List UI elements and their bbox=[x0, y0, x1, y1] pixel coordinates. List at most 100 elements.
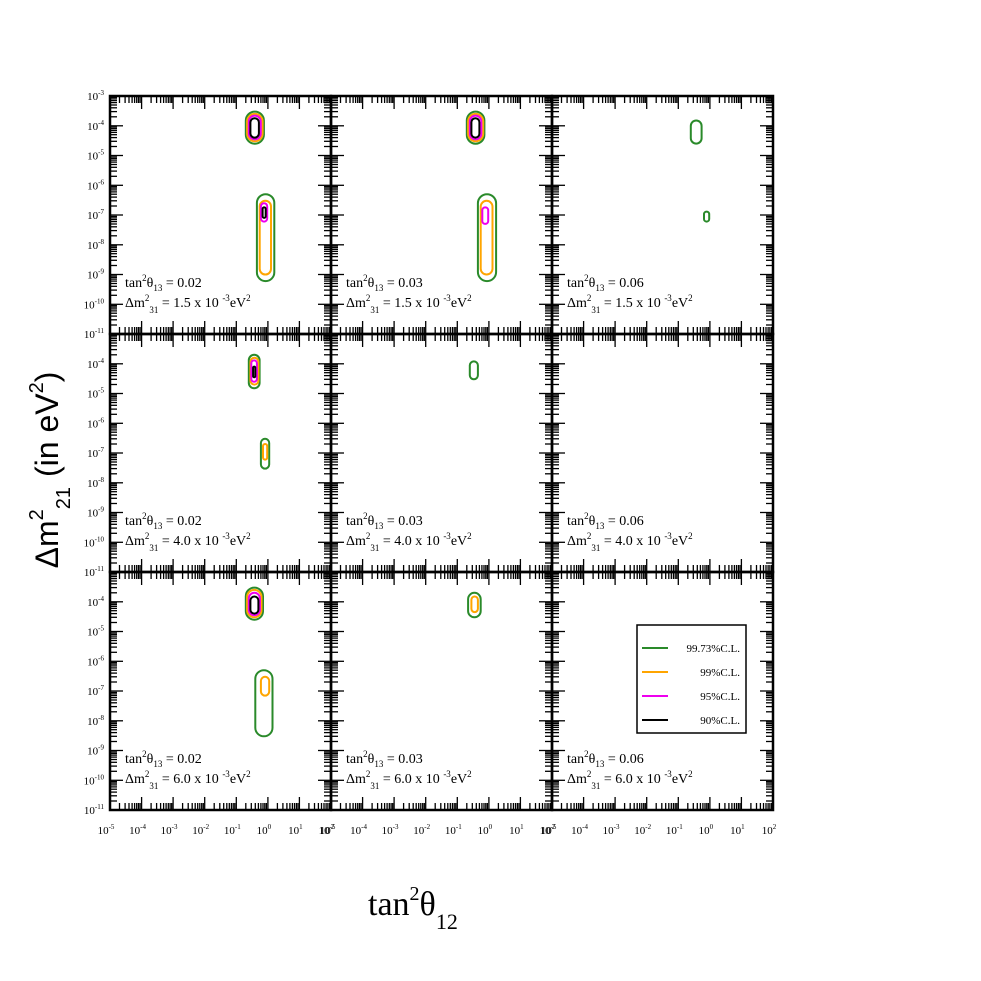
ann-t13-value: = 0.03 bbox=[383, 276, 422, 291]
ann-sup: 2 bbox=[584, 273, 589, 283]
ann-t13-value: = 0.06 bbox=[604, 752, 643, 767]
contour-7-1 bbox=[470, 595, 479, 614]
y-tick-label: 10-9 bbox=[87, 506, 104, 520]
y-tick-label: 10-5 bbox=[87, 149, 104, 163]
panel-annotation-t13: tan2θ13 = 0.06 bbox=[567, 511, 644, 531]
panel-annotation-dm31: Δm231 = 1.5 x 10 -3eV2 bbox=[346, 293, 472, 315]
y-tick-exponent: -11 bbox=[95, 565, 105, 573]
x-tick-exponent: -1 bbox=[235, 823, 241, 831]
ann-dm: Δm bbox=[346, 296, 366, 311]
x-tick-mantissa: 10 bbox=[320, 825, 332, 837]
ann-tan: tan bbox=[346, 276, 363, 291]
y-tick-label: 10-11 bbox=[84, 803, 105, 817]
x-tick-mantissa: 10 bbox=[445, 825, 457, 837]
x-tick-exponent: 1 bbox=[299, 823, 303, 831]
x-tick-label: 101 bbox=[509, 823, 524, 837]
panel-annotation-dm31: Δm231 = 4.0 x 10 -3eV2 bbox=[567, 531, 693, 553]
y-tick-exponent: -6 bbox=[98, 416, 104, 424]
ann-ev: eV bbox=[451, 534, 467, 549]
y-tick-exponent: -5 bbox=[98, 625, 104, 633]
ann-t13-value: = 0.03 bbox=[383, 514, 422, 529]
x-tick-mantissa: 10 bbox=[382, 825, 394, 837]
contour-6-4 bbox=[254, 669, 274, 738]
y-tick-label: 10-3 bbox=[87, 89, 104, 103]
x-tick-mantissa: 10 bbox=[509, 825, 521, 837]
ann-dm: Δm bbox=[567, 772, 587, 787]
ann-dm31-exp: -3 bbox=[664, 293, 672, 303]
x-tick-exponent: 1 bbox=[520, 823, 524, 831]
ann-tan: tan bbox=[346, 752, 363, 767]
contour-3-3 bbox=[252, 365, 257, 379]
ann-tan: tan bbox=[567, 276, 584, 291]
ann-dm31-exp: -3 bbox=[222, 769, 230, 779]
panel-annotation-dm31: Δm231 = 4.0 x 10 -3eV2 bbox=[346, 531, 472, 553]
y-tick-mantissa: 10 bbox=[87, 240, 99, 252]
ann-sub: 13 bbox=[153, 759, 163, 769]
y-axis-label-close: ) bbox=[29, 372, 65, 383]
ann-ev: eV bbox=[672, 772, 688, 787]
x-tick-mantissa: 10 bbox=[603, 825, 615, 837]
x-axis-label-sub: 12 bbox=[436, 909, 458, 934]
legend-label-2: 95%C.L. bbox=[700, 691, 740, 703]
ann-sub: 31 bbox=[370, 543, 379, 553]
ann-sub: 31 bbox=[149, 781, 158, 791]
y-tick-exponent: -10 bbox=[95, 773, 105, 781]
x-tick-label: 100 bbox=[478, 823, 493, 837]
ann-dm31-exp: -3 bbox=[443, 293, 451, 303]
ann-sub: 31 bbox=[370, 305, 379, 315]
x-tick-mantissa: 10 bbox=[319, 825, 331, 837]
contour-3-0 bbox=[247, 353, 261, 390]
y-tick-label: 10-5 bbox=[87, 387, 104, 401]
y-tick-mantissa: 10 bbox=[87, 91, 99, 103]
ann-sub: 13 bbox=[153, 283, 163, 293]
y-tick-label: 10-10 bbox=[84, 297, 105, 311]
ann-theta: θ bbox=[589, 752, 596, 767]
y-tick-exponent: -5 bbox=[98, 387, 104, 395]
ann-ev: eV bbox=[230, 534, 246, 549]
contour-4-0 bbox=[468, 360, 479, 381]
contour-0-2 bbox=[247, 114, 262, 141]
x-tick-mantissa: 10 bbox=[699, 825, 711, 837]
legend: 99.73%C.L. 99%C.L. 95%C.L. 90%C.L. bbox=[636, 624, 747, 734]
y-tick-label: 10-9 bbox=[87, 268, 104, 282]
ann-sub: 13 bbox=[374, 521, 384, 531]
y-tick-label: 10-6 bbox=[87, 654, 104, 668]
ann-sup: 2 bbox=[142, 749, 147, 759]
y-tick-mantissa: 10 bbox=[87, 121, 99, 133]
panel-annotation-dm31: Δm231 = 6.0 x 10 -3eV2 bbox=[346, 769, 472, 791]
ann-tan: tan bbox=[567, 752, 584, 767]
x-tick-label: 100 bbox=[257, 823, 272, 837]
ann-ev-sup: 2 bbox=[246, 293, 251, 303]
x-tick-exponent: -3 bbox=[172, 823, 178, 831]
y-tick-label: 10-4 bbox=[87, 595, 104, 609]
ann-dm: Δm bbox=[125, 534, 145, 549]
ann-dm31-exp: -3 bbox=[664, 769, 672, 779]
ann-dm31-value: = 6.0 x 10 bbox=[158, 772, 222, 787]
contour-2-0 bbox=[689, 119, 703, 145]
panel-annotation-t13: tan2θ13 = 0.06 bbox=[567, 273, 644, 293]
ann-sup: 2 bbox=[145, 769, 150, 779]
contour-6-0 bbox=[244, 586, 265, 621]
y-tick-mantissa: 10 bbox=[87, 418, 99, 430]
ann-ev: eV bbox=[230, 772, 246, 787]
contour-6-2 bbox=[247, 591, 261, 617]
ann-theta: θ bbox=[589, 276, 596, 291]
ann-sup: 2 bbox=[366, 769, 371, 779]
x-tick-label: 10-1 bbox=[666, 823, 683, 837]
y-tick-mantissa: 10 bbox=[84, 329, 96, 341]
y-tick-exponent: -4 bbox=[98, 357, 104, 365]
y-tick-exponent: -8 bbox=[98, 238, 104, 246]
contour-0-6 bbox=[259, 202, 269, 223]
y-tick-exponent: -10 bbox=[95, 535, 105, 543]
y-tick-mantissa: 10 bbox=[84, 537, 96, 549]
contour-0-1 bbox=[246, 112, 264, 143]
y-tick-label: 10-10 bbox=[84, 535, 105, 549]
contour-7-0 bbox=[467, 591, 482, 619]
x-tick-exponent: -1 bbox=[456, 823, 462, 831]
ann-ev-sup: 2 bbox=[246, 531, 251, 541]
y-tick-mantissa: 10 bbox=[84, 299, 96, 311]
panel-annotation-t13: tan2θ13 = 0.02 bbox=[125, 273, 202, 293]
